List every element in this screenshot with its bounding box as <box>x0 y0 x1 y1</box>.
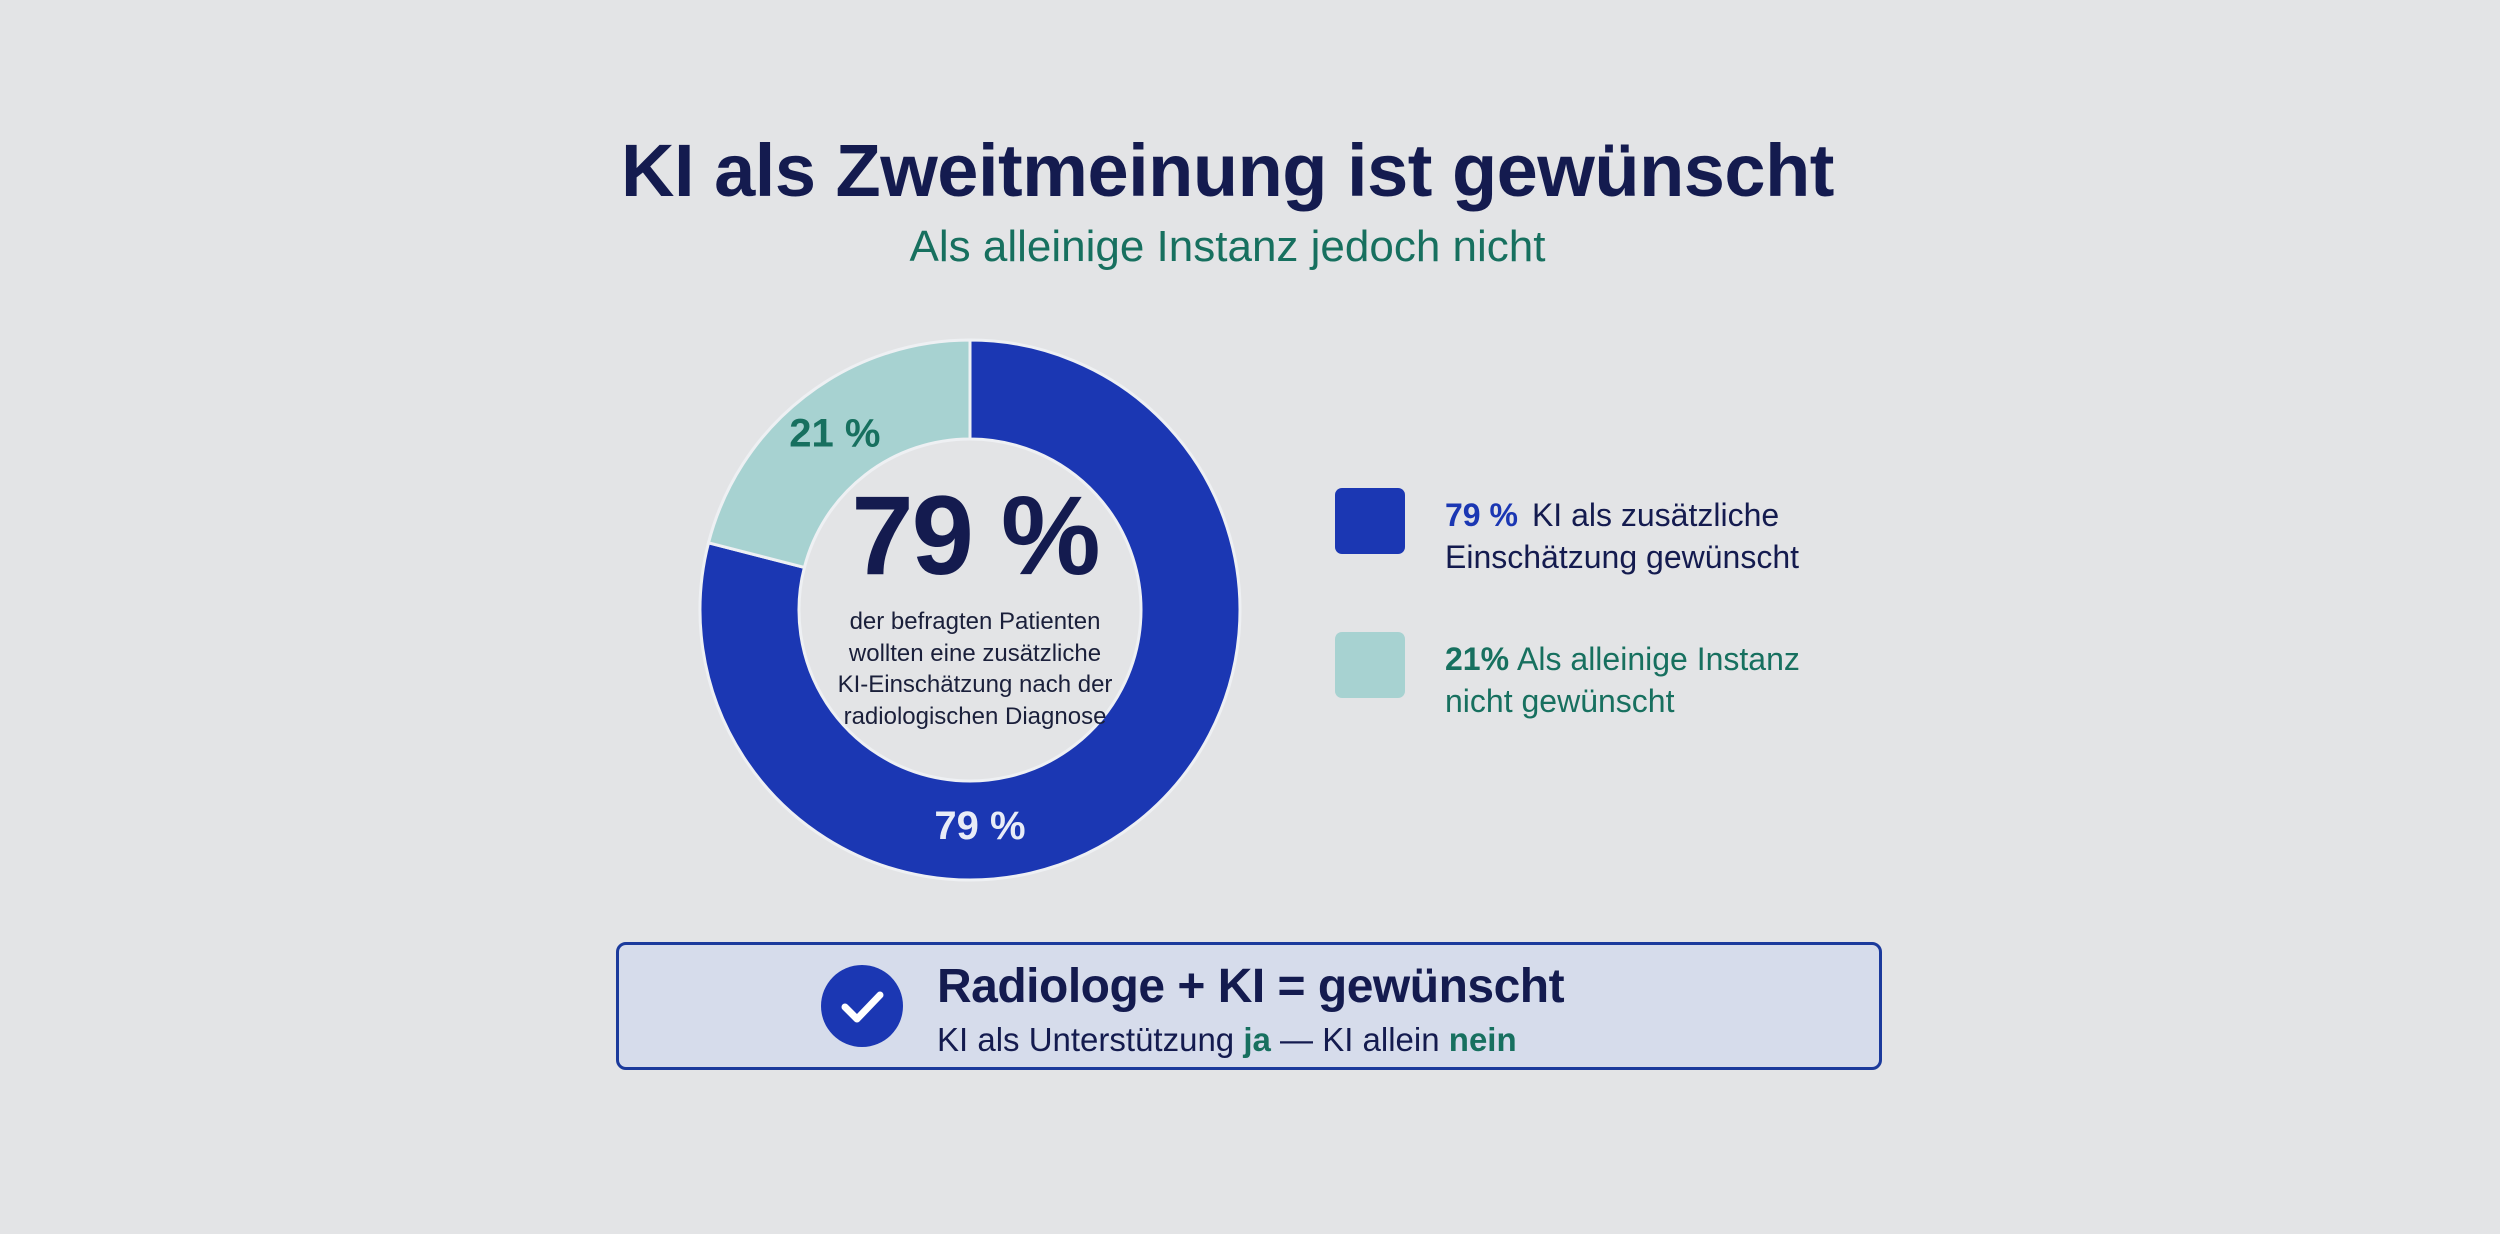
donut-chart: 79 % 21 % <box>698 338 1242 882</box>
center-line-3: KI-Einschätzung nach der <box>837 671 1113 699</box>
page-title: KI als Zweitmeinung ist gewünscht <box>621 129 1834 212</box>
legend-swatch-primary <box>1335 488 1405 554</box>
banner-subtitle: KI als Unterstützung ja — KI allein nein <box>937 1021 1517 1059</box>
conclusion-banner: Radiologe + KI = gewünscht KI als Unters… <box>616 942 1882 1070</box>
center-line-4: radiologischen Diagnose <box>843 703 1107 731</box>
banner-title: Radiologe + KI = gewünscht <box>937 960 1565 1013</box>
center-big-value: 79 % <box>851 473 1100 598</box>
banner-sub-nein: nein <box>1448 1021 1517 1058</box>
legend-label-no-1: Als alleinige Instanz <box>1517 641 1800 677</box>
banner-sub-ja: ja <box>1243 1021 1271 1058</box>
donut-data-label-1: 79 % <box>934 804 1025 848</box>
donut-slice-2 <box>706 338 972 570</box>
donut-slice-1 <box>698 338 1242 882</box>
banner-sub-part1: KI als Unterstützung <box>937 1021 1244 1058</box>
center-line-2: wollten eine zusätzliche <box>848 639 1102 667</box>
banner-sub-part2: — KI allein <box>1270 1021 1449 1058</box>
legend-label-no-2: nicht gewünscht <box>1445 683 1675 720</box>
legend-label-yes-1: KI als zusätzliche <box>1531 497 1780 533</box>
center-description: der befragten Patienten wollten eine zus… <box>790 606 1160 733</box>
center-line-1: der befragten Patienten <box>849 608 1101 635</box>
legend-text-yes: 79 % KI als zusätzliche Einschätzung gewü… <box>1445 494 1915 578</box>
legend-pct-yes: 79 % <box>1445 497 1518 533</box>
checkmark-icon <box>821 965 903 1047</box>
legend-label-yes-2: Einschätzung gewünscht <box>1445 539 1799 576</box>
page-subtitle: Als alleinige Instanz jedoch nicht <box>909 222 1546 271</box>
donut-data-label-2: 21 % <box>789 411 880 455</box>
legend-swatch-secondary <box>1335 632 1405 698</box>
donut-center-summary: 79 % der befragten Patienten wollten ein… <box>790 480 1160 733</box>
legend-text-no: 21% Als alleinige Instanz nicht gewünscht <box>1445 638 1915 722</box>
legend-pct-no: 21% <box>1445 641 1510 677</box>
